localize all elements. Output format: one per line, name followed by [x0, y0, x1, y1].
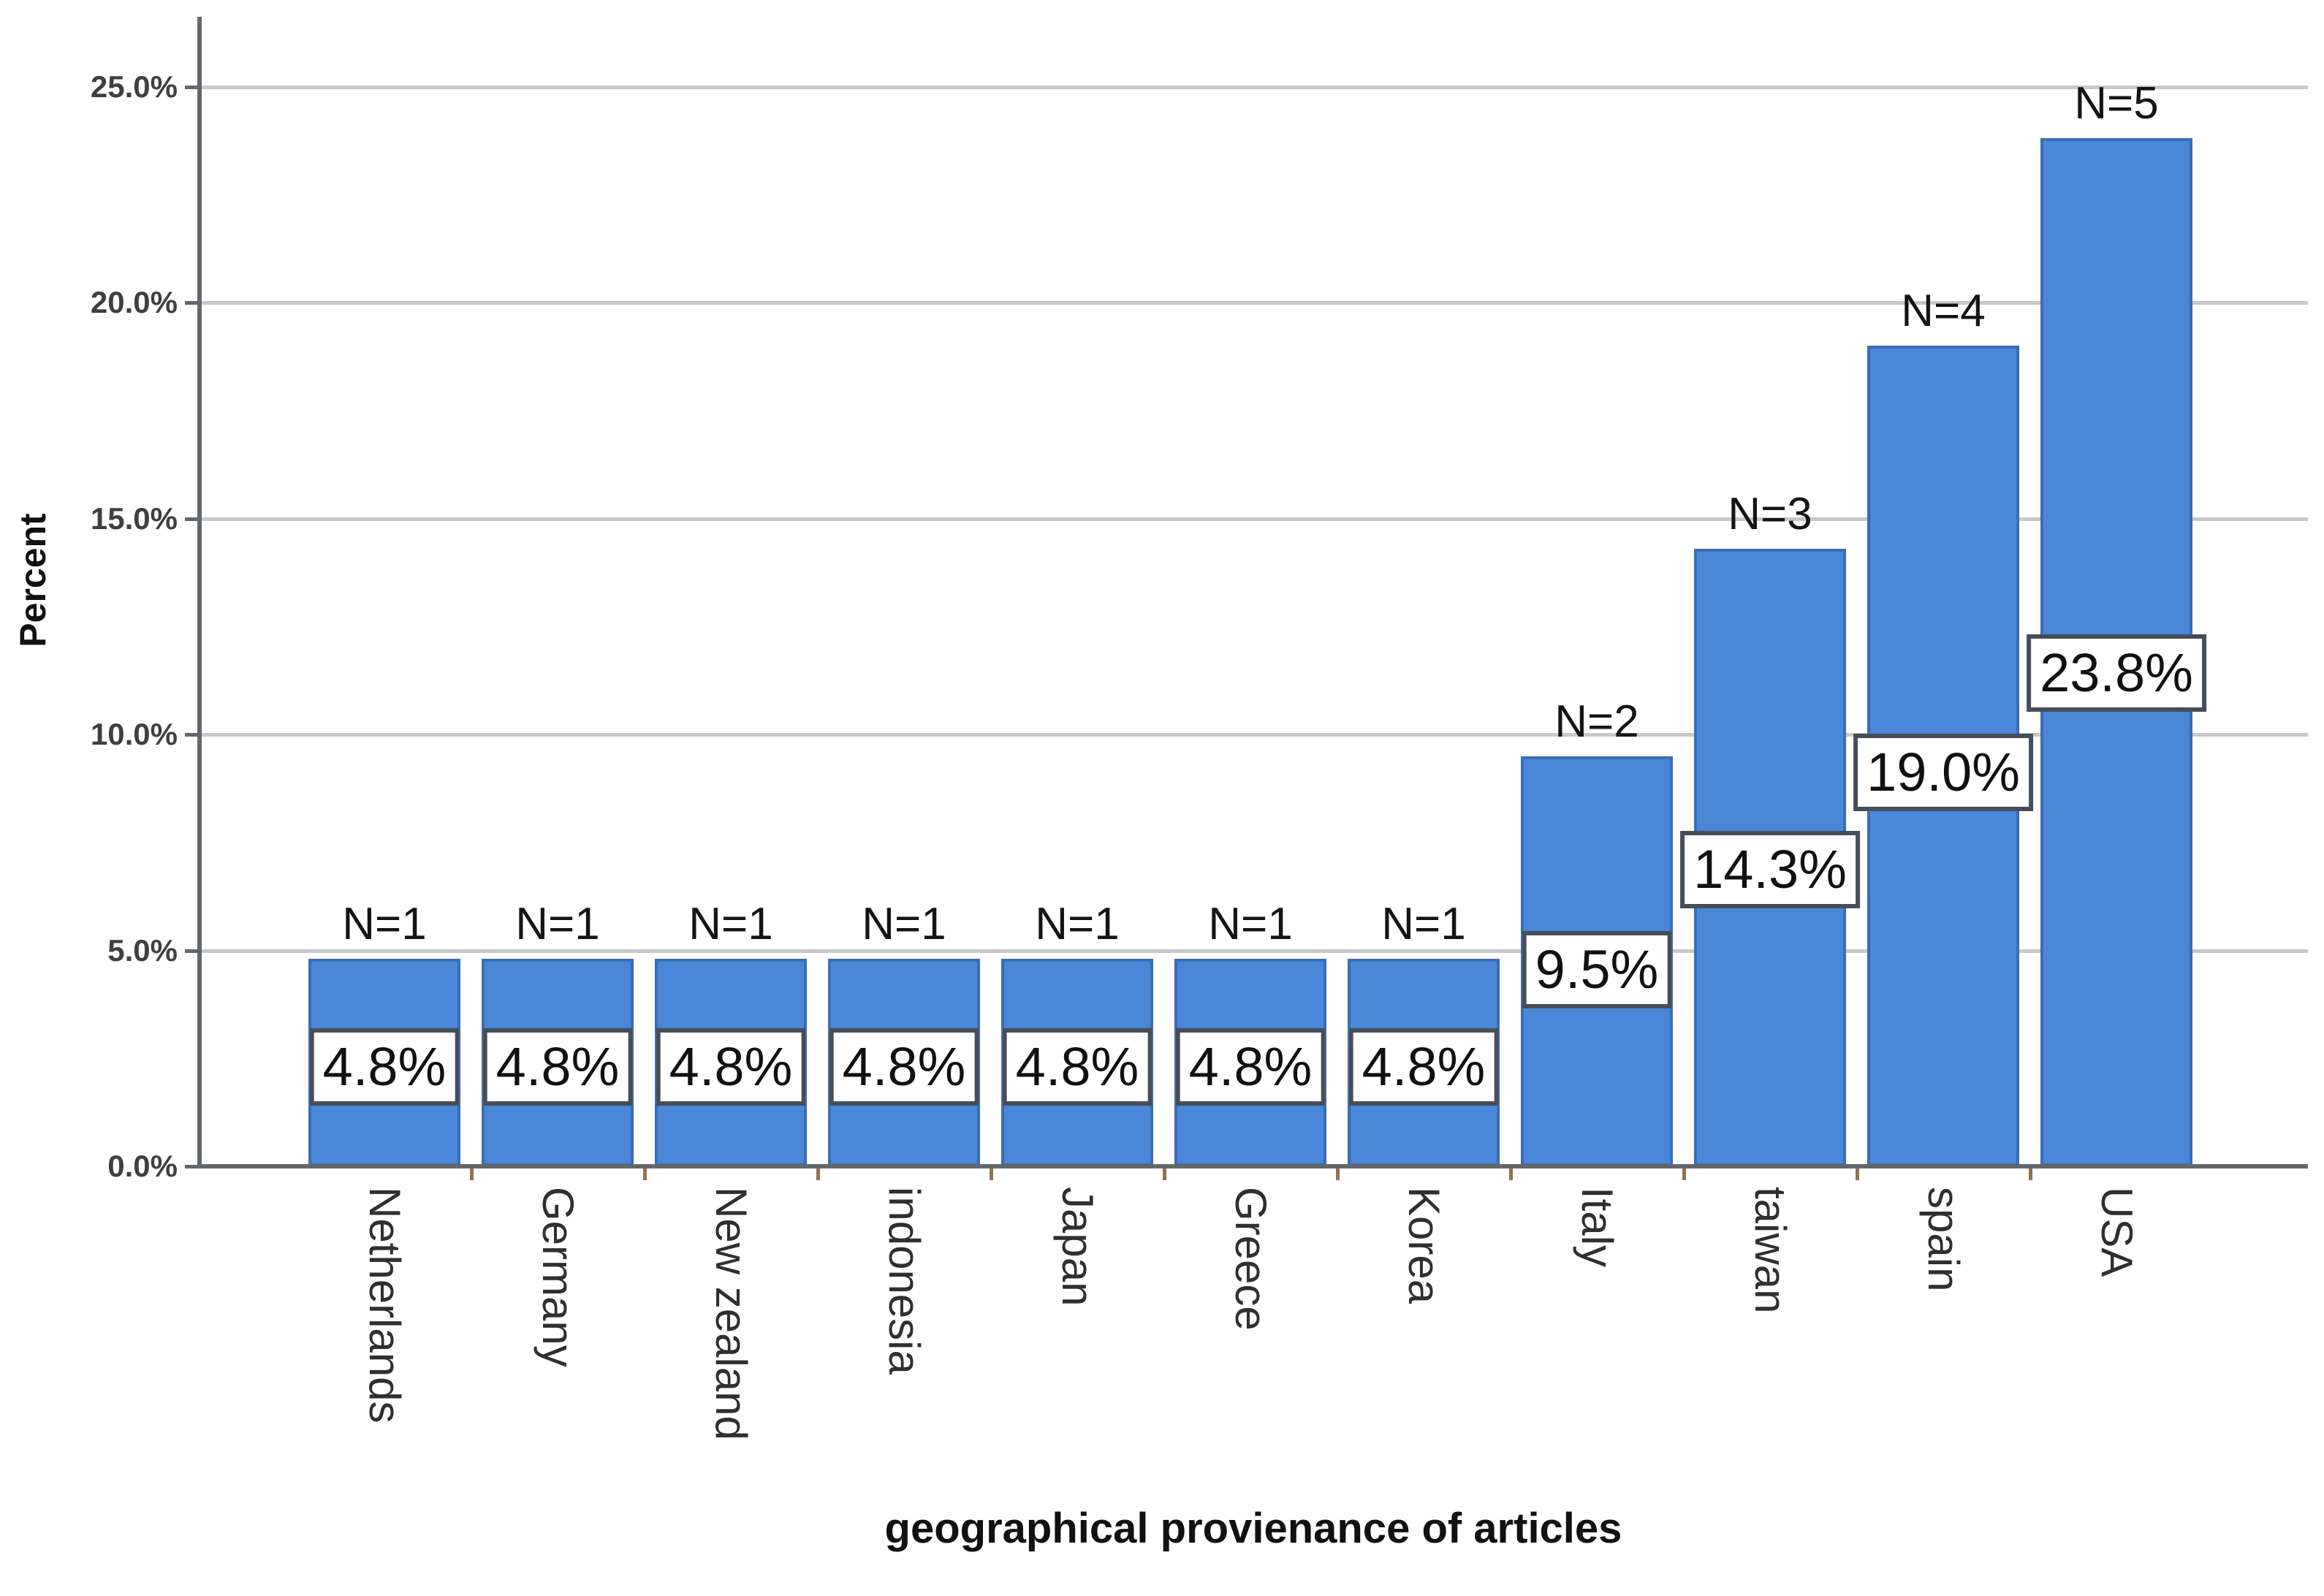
count-label-new-zealand: N=1	[688, 899, 773, 950]
count-label-korea: N=1	[1381, 899, 1466, 950]
value-label-taiwan: 14.3%	[1680, 831, 1860, 909]
count-label-italy: N=2	[1554, 696, 1639, 747]
category-label-new-zealand: New zealand	[707, 1187, 756, 1440]
category-label-germany: Germany	[533, 1187, 582, 1367]
y-tick-mark	[185, 733, 200, 737]
gridline-5.0%	[200, 949, 2308, 953]
y-tick-label: 10.0%	[90, 717, 178, 751]
x-tick-mark	[1162, 1168, 1166, 1180]
y-tick-mark	[185, 949, 200, 953]
y-tick-label: 20.0%	[90, 285, 178, 319]
category-label-taiwan: taiwan	[1746, 1187, 1795, 1314]
count-label-spain: N=4	[1901, 286, 1986, 337]
x-tick-mark	[469, 1168, 474, 1180]
value-label-netherlands: 4.8%	[309, 1027, 460, 1106]
y-tick-label: 15.0%	[90, 501, 178, 536]
category-label-usa: USA	[2092, 1187, 2141, 1277]
value-label-japan: 4.8%	[1002, 1027, 1152, 1106]
y-tick-label: 5.0%	[107, 932, 178, 968]
y-tick-mark	[185, 1165, 200, 1168]
gridline-20.0%	[200, 301, 2308, 305]
value-label-korea: 4.8%	[1348, 1027, 1499, 1106]
y-tick-mark	[185, 85, 200, 89]
value-label-italy: 9.5%	[1522, 930, 1672, 1008]
x-tick-mark	[1335, 1168, 1340, 1180]
x-tick-mark	[1508, 1168, 1513, 1180]
count-label-germany: N=1	[515, 899, 600, 950]
gridline-25.0%	[200, 85, 2308, 89]
x-axis-title: geographical provienance of articles	[884, 1505, 1622, 1552]
y-axis-title: Percent	[12, 513, 53, 647]
x-tick-mark	[1855, 1168, 1859, 1180]
count-label-japan: N=1	[1035, 899, 1120, 950]
y-tick-label: 25.0%	[90, 69, 178, 104]
value-label-spain: 19.0%	[1853, 734, 2033, 811]
y-tick-mark	[185, 301, 200, 305]
category-label-indonesia: indonesia	[880, 1187, 929, 1375]
value-label-germany: 4.8%	[482, 1027, 633, 1106]
y-tick-label: 0.0%	[107, 1149, 178, 1183]
count-label-netherlands: N=1	[342, 899, 427, 950]
category-label-italy: Italy	[1573, 1187, 1622, 1268]
category-label-spain: spain	[1919, 1187, 1968, 1292]
y-tick-mark	[185, 517, 200, 521]
x-axis-line	[197, 1164, 2308, 1168]
x-tick-mark	[816, 1168, 820, 1180]
value-label-greece: 4.8%	[1175, 1027, 1326, 1106]
value-label-indonesia: 4.8%	[829, 1027, 979, 1106]
category-label-korea: Korea	[1400, 1187, 1448, 1304]
gridline-15.0%	[200, 517, 2308, 521]
category-label-japan: Japan	[1053, 1187, 1102, 1307]
count-label-greece: N=1	[1208, 899, 1293, 950]
count-label-usa: N=5	[2074, 78, 2159, 129]
x-tick-mark	[642, 1168, 647, 1180]
value-label-new-zealand: 4.8%	[656, 1027, 806, 1106]
x-tick-mark	[989, 1168, 993, 1180]
gridline-10.0%	[200, 733, 2308, 737]
value-label-usa: 23.8%	[2027, 634, 2206, 712]
category-label-netherlands: Netherlands	[360, 1187, 409, 1424]
x-tick-mark	[2028, 1168, 2032, 1180]
count-label-taiwan: N=3	[1728, 488, 1812, 539]
category-label-greece: Greece	[1226, 1187, 1275, 1331]
x-tick-mark	[1682, 1168, 1686, 1180]
y-axis-line	[197, 17, 202, 1168]
count-label-indonesia: N=1	[862, 899, 946, 950]
